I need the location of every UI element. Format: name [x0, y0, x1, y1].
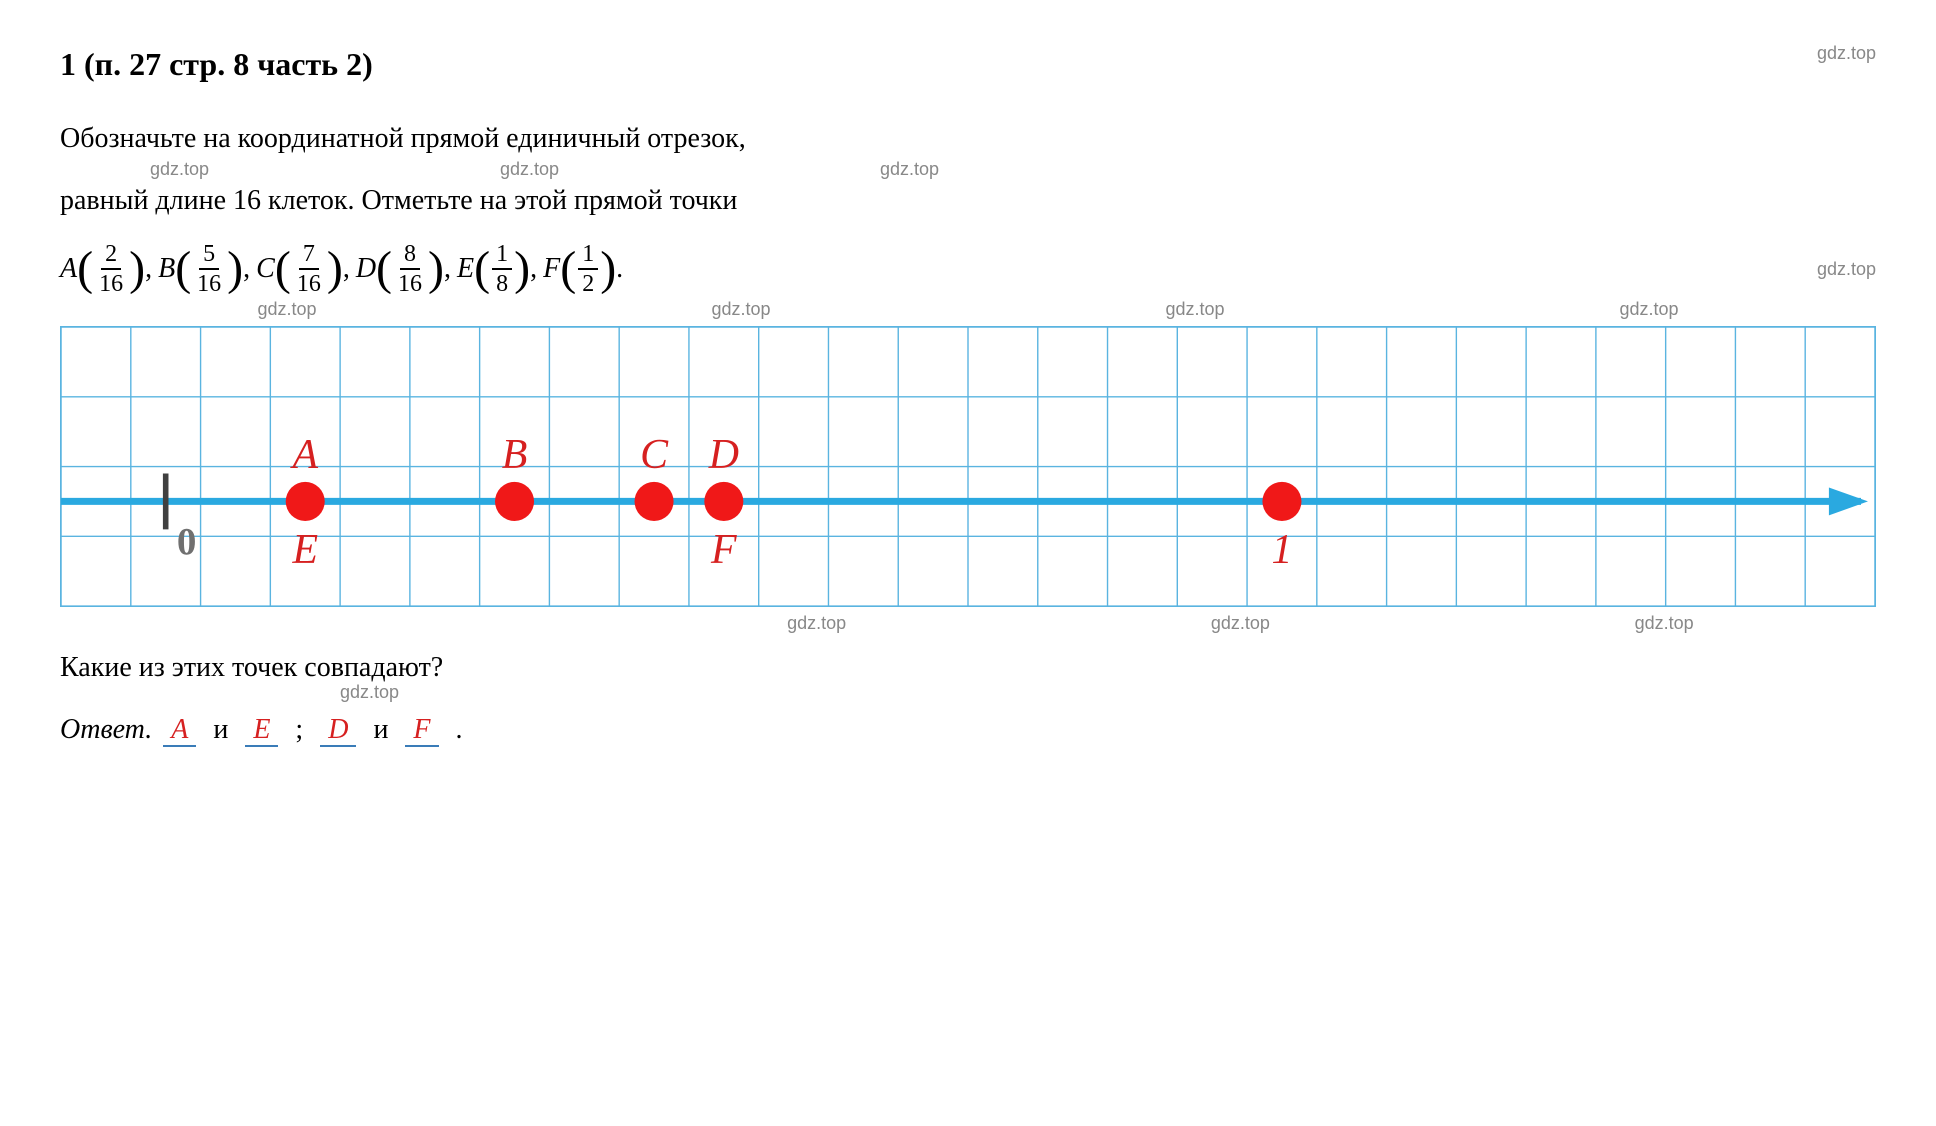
comma: ,	[444, 248, 451, 290]
problem-text-line2: gdz.top gdz.top gdz.top равный длине 16 …	[60, 180, 1876, 222]
and2: и	[373, 714, 388, 745]
exercise-title: 1 (п. 27 стр. 8 часть 2)	[60, 40, 373, 88]
point-C-label: C	[256, 248, 275, 290]
frac-num: 1	[578, 242, 598, 270]
watermark-under2: gdz.top	[1211, 610, 1270, 637]
frac-num: 8	[400, 242, 420, 270]
frac-den: 2	[578, 270, 598, 296]
and1: и	[213, 714, 228, 745]
point-E: E ( 1 8 )	[457, 242, 530, 296]
answer-label: Ответ.	[60, 714, 152, 745]
frac-num: 5	[199, 242, 219, 270]
number-line-chart: gdz.top gdz.top gdz.top gdz.top 0AEBCDF1…	[60, 326, 1876, 607]
fraction-B: 5 16	[193, 242, 225, 296]
frac-num: 2	[101, 242, 121, 270]
frac-num: 7	[299, 242, 319, 270]
watermark-over4: gdz.top	[1619, 296, 1678, 323]
svg-text:B: B	[502, 432, 528, 478]
svg-text:C: C	[640, 432, 669, 478]
point-D-label: D	[356, 248, 376, 290]
end: .	[456, 714, 463, 745]
watermark-inline-ans: gdz.top	[340, 679, 399, 706]
frac-den: 8	[492, 270, 512, 296]
watermark-over3: gdz.top	[1165, 296, 1224, 323]
number-line-svg: 0 A E B CD F 1	[60, 326, 1876, 607]
point-A: A ( 2 16 )	[60, 242, 145, 296]
period: .	[616, 248, 623, 290]
svg-text:D: D	[708, 432, 739, 478]
frac-num: 1	[492, 242, 512, 270]
fraction-D: 8 16	[394, 242, 426, 296]
watermark-under1: gdz.top	[787, 610, 846, 637]
watermark-under3: gdz.top	[1635, 610, 1694, 637]
watermark-side: gdz.top	[1817, 256, 1876, 283]
svg-text:F: F	[710, 527, 737, 573]
svg-text:A: A	[289, 432, 318, 478]
comma: ,	[145, 248, 152, 290]
fraction-F: 1 2	[578, 242, 598, 296]
point-F-label: F	[543, 248, 560, 290]
point-A-label: A	[60, 248, 77, 290]
comma: ,	[243, 248, 250, 290]
fraction-C: 7 16	[293, 242, 325, 296]
problem-text-line1: Обозначьте на координатной прямой единич…	[60, 118, 1876, 160]
answer-E: E	[245, 714, 278, 747]
fraction-A: 2 16	[95, 242, 127, 296]
point-F: F ( 1 2 )	[543, 242, 616, 296]
sep: ;	[295, 714, 303, 745]
frac-den: 16	[95, 270, 127, 296]
point-B-label: B	[158, 248, 175, 290]
comma: ,	[343, 248, 350, 290]
text-line1: Обозначьте на координатной прямой единич…	[60, 123, 746, 154]
watermark-over2: gdz.top	[711, 296, 770, 323]
frac-den: 16	[394, 270, 426, 296]
svg-text:0: 0	[177, 520, 197, 563]
comma: ,	[530, 248, 537, 290]
question-text: Какие из этих точек совпадают?	[60, 647, 1876, 689]
fraction-E: 1 8	[492, 242, 512, 296]
answer-D: D	[320, 714, 356, 747]
point-C: C ( 7 16 )	[256, 242, 343, 296]
watermark-inline3: gdz.top	[880, 156, 939, 183]
points-list: A ( 2 16 ) , B ( 5 16 ) , C ( 7 16 ) , D…	[60, 242, 1876, 296]
answer-line: Ответ. A и E ; D и F .	[60, 709, 1876, 751]
frac-den: 16	[293, 270, 325, 296]
point-B: B ( 5 16 )	[158, 242, 243, 296]
watermark-inline1: gdz.top	[150, 156, 209, 183]
point-E-label: E	[457, 248, 474, 290]
svg-text:1: 1	[1271, 527, 1292, 573]
answer-F: F	[405, 714, 438, 747]
svg-text:E: E	[291, 527, 318, 573]
watermark: gdz.top	[1817, 40, 1876, 67]
watermark-inline2: gdz.top	[500, 156, 559, 183]
frac-den: 16	[193, 270, 225, 296]
text-line2: равный длине 16 клеток. Отметьте на этой…	[60, 185, 737, 216]
point-D: D ( 8 16 )	[356, 242, 444, 296]
answer-A: A	[163, 714, 196, 747]
watermark-over1: gdz.top	[257, 296, 316, 323]
